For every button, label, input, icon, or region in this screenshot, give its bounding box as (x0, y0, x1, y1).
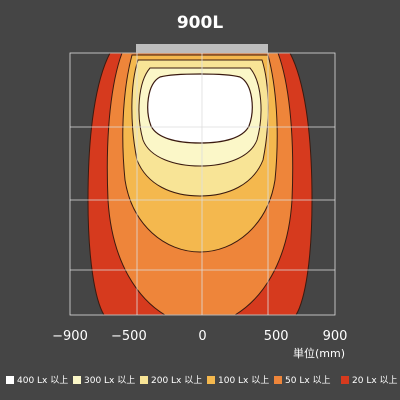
x-axis-ticks: −900 −500 0 500 900 (52, 329, 347, 344)
x-tick-label: −900 (52, 329, 88, 344)
x-tick-label: 900 (323, 329, 348, 344)
x-tick-label: 500 (264, 329, 289, 344)
legend: 400 Lx 以上 300 Lx 以上 200 Lx 以上 100 Lx 以上 50 L… (6, 375, 398, 386)
legend-label: 50 Lx 以上 (285, 375, 331, 386)
legend-label: 200 Lx 以上 (151, 375, 202, 386)
legend-label: 300 Lx 以上 (84, 375, 135, 386)
legend-item: 20 Lx 以上 (341, 375, 398, 386)
legend-swatch (274, 376, 282, 384)
plot-area (69, 44, 336, 316)
legend-swatch (341, 376, 349, 384)
legend-swatch (140, 376, 148, 384)
legend-swatch (207, 376, 215, 384)
x-tick-label: 0 (198, 329, 206, 344)
legend-item: 300 Lx 以上 (73, 375, 135, 386)
x-tick-label: −500 (111, 329, 147, 344)
light-fixture-bar (136, 44, 268, 53)
chart-title: 900L (177, 13, 223, 33)
grid (69, 52, 336, 316)
legend-item: 50 Lx 以上 (274, 375, 331, 386)
zone-400lx (147, 73, 253, 144)
x-axis-label: 単位(mm) (293, 346, 345, 360)
legend-label: 400 Lx 以上 (17, 375, 68, 386)
legend-swatch (73, 376, 81, 384)
legend-label: 100 Lx 以上 (218, 375, 269, 386)
legend-item: 200 Lx 以上 (140, 375, 202, 386)
legend-item: 100 Lx 以上 (207, 375, 269, 386)
legend-label: 20 Lx 以上 (352, 375, 398, 386)
legend-swatch (6, 376, 14, 384)
legend-item: 400 Lx 以上 (6, 375, 68, 386)
